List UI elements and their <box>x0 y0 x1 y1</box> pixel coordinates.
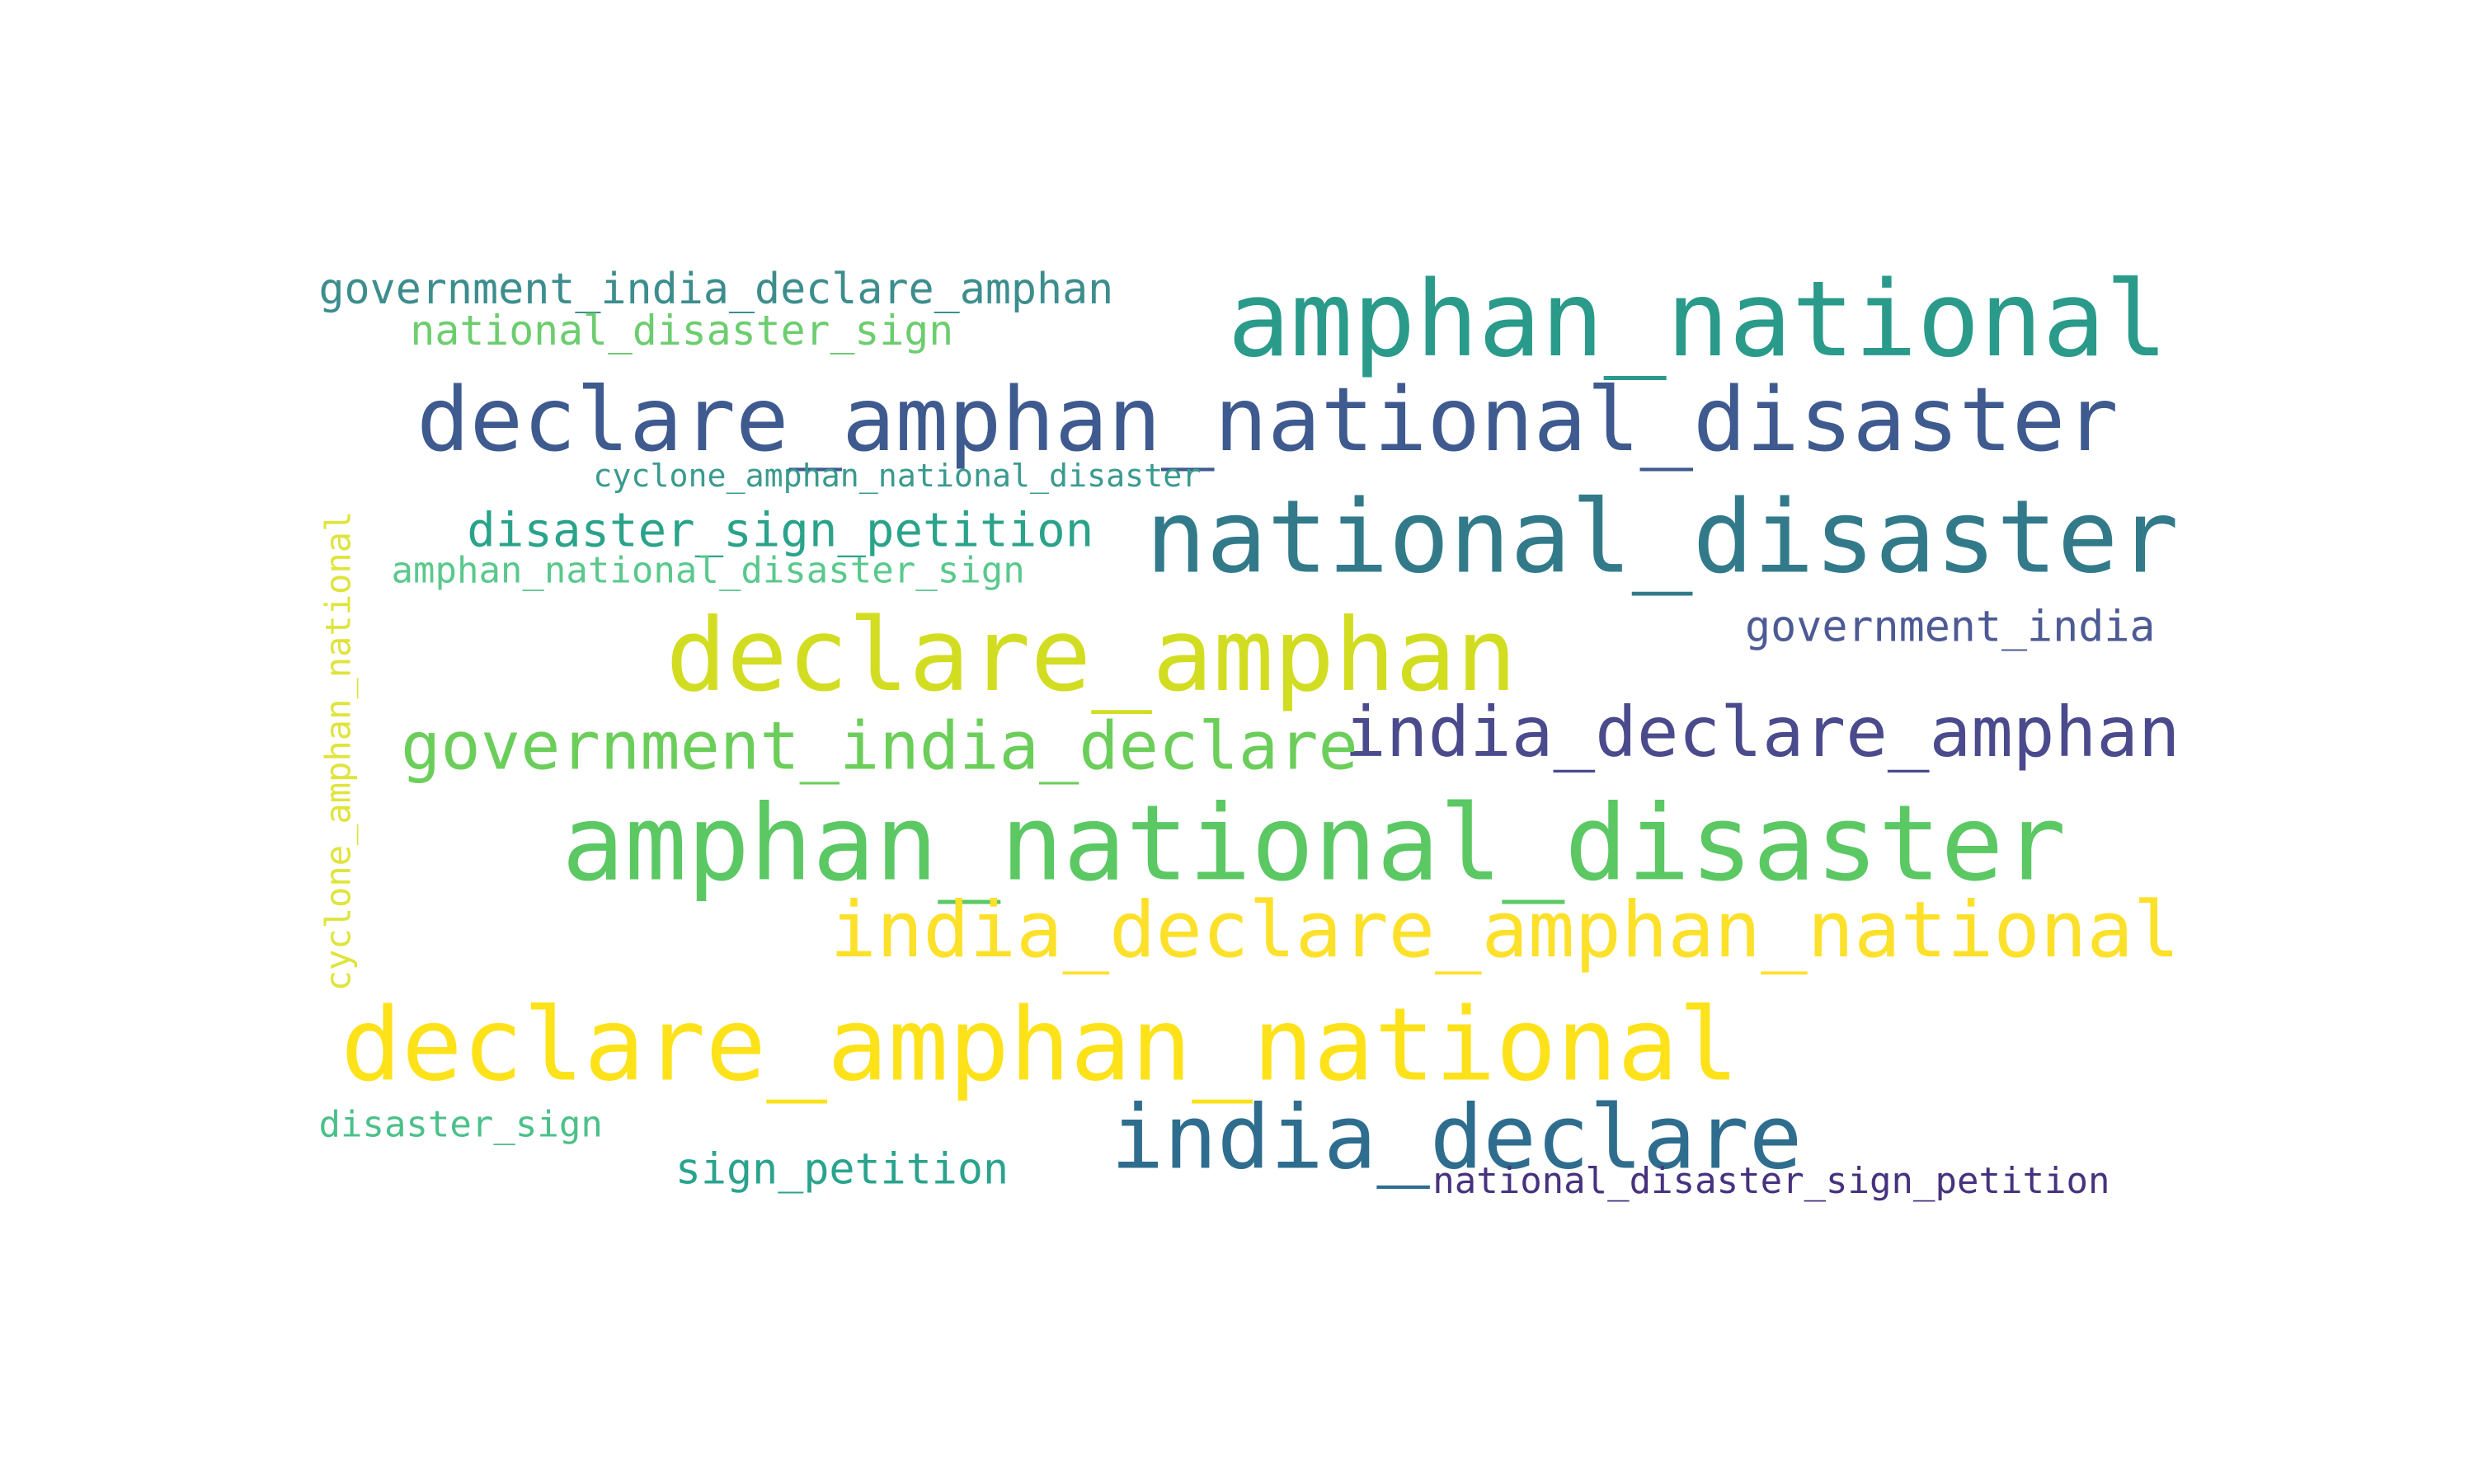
word-india-declare-amphan-national: india_declare_amphan_national <box>830 885 2180 975</box>
word-amphan-national: amphan_national <box>1228 259 2168 380</box>
word-cyclone-amphan-national-disaster: cyclone_amphan_national_disaster <box>593 458 1201 495</box>
word-disaster-sign: disaster_sign <box>318 1103 602 1145</box>
word-disaster-sign-petition: disaster_sign_petition <box>467 503 1094 558</box>
word-india-declare-amphan: india_declare_amphan <box>1344 692 2180 773</box>
word-government-india-declare: government_india_declare <box>401 707 1358 785</box>
word-government-india: government_india <box>1745 603 2155 652</box>
word-declare-amphan-national: declare_amphan_national <box>341 985 1738 1103</box>
word-national-disaster-sign: national_disaster_sign <box>410 307 953 355</box>
word-cyclone-amphan-national: cyclone_amphan_national <box>318 511 359 992</box>
word-national-disaster: national_disaster <box>1145 477 2179 595</box>
word-sign-petition: sign_petition <box>675 1145 1009 1195</box>
word-amphan-national-disaster-sign: amphan_national_disaster_sign <box>391 550 1024 592</box>
word-amphan-national-disaster: amphan_national_disaster <box>562 782 2066 904</box>
word-declare-amphan-national-disaster: declare_amphan_national_disaster <box>416 369 2119 472</box>
word-india-declare: india_declare <box>1111 1087 1802 1190</box>
word-declare-amphan: declare_amphan <box>666 596 1517 714</box>
word-government-india-declare-amphan: government_india_declare_amphan <box>318 265 1113 314</box>
word-national-disaster-sign-petition: national_disaster_sign_petition <box>1432 1160 2109 1202</box>
